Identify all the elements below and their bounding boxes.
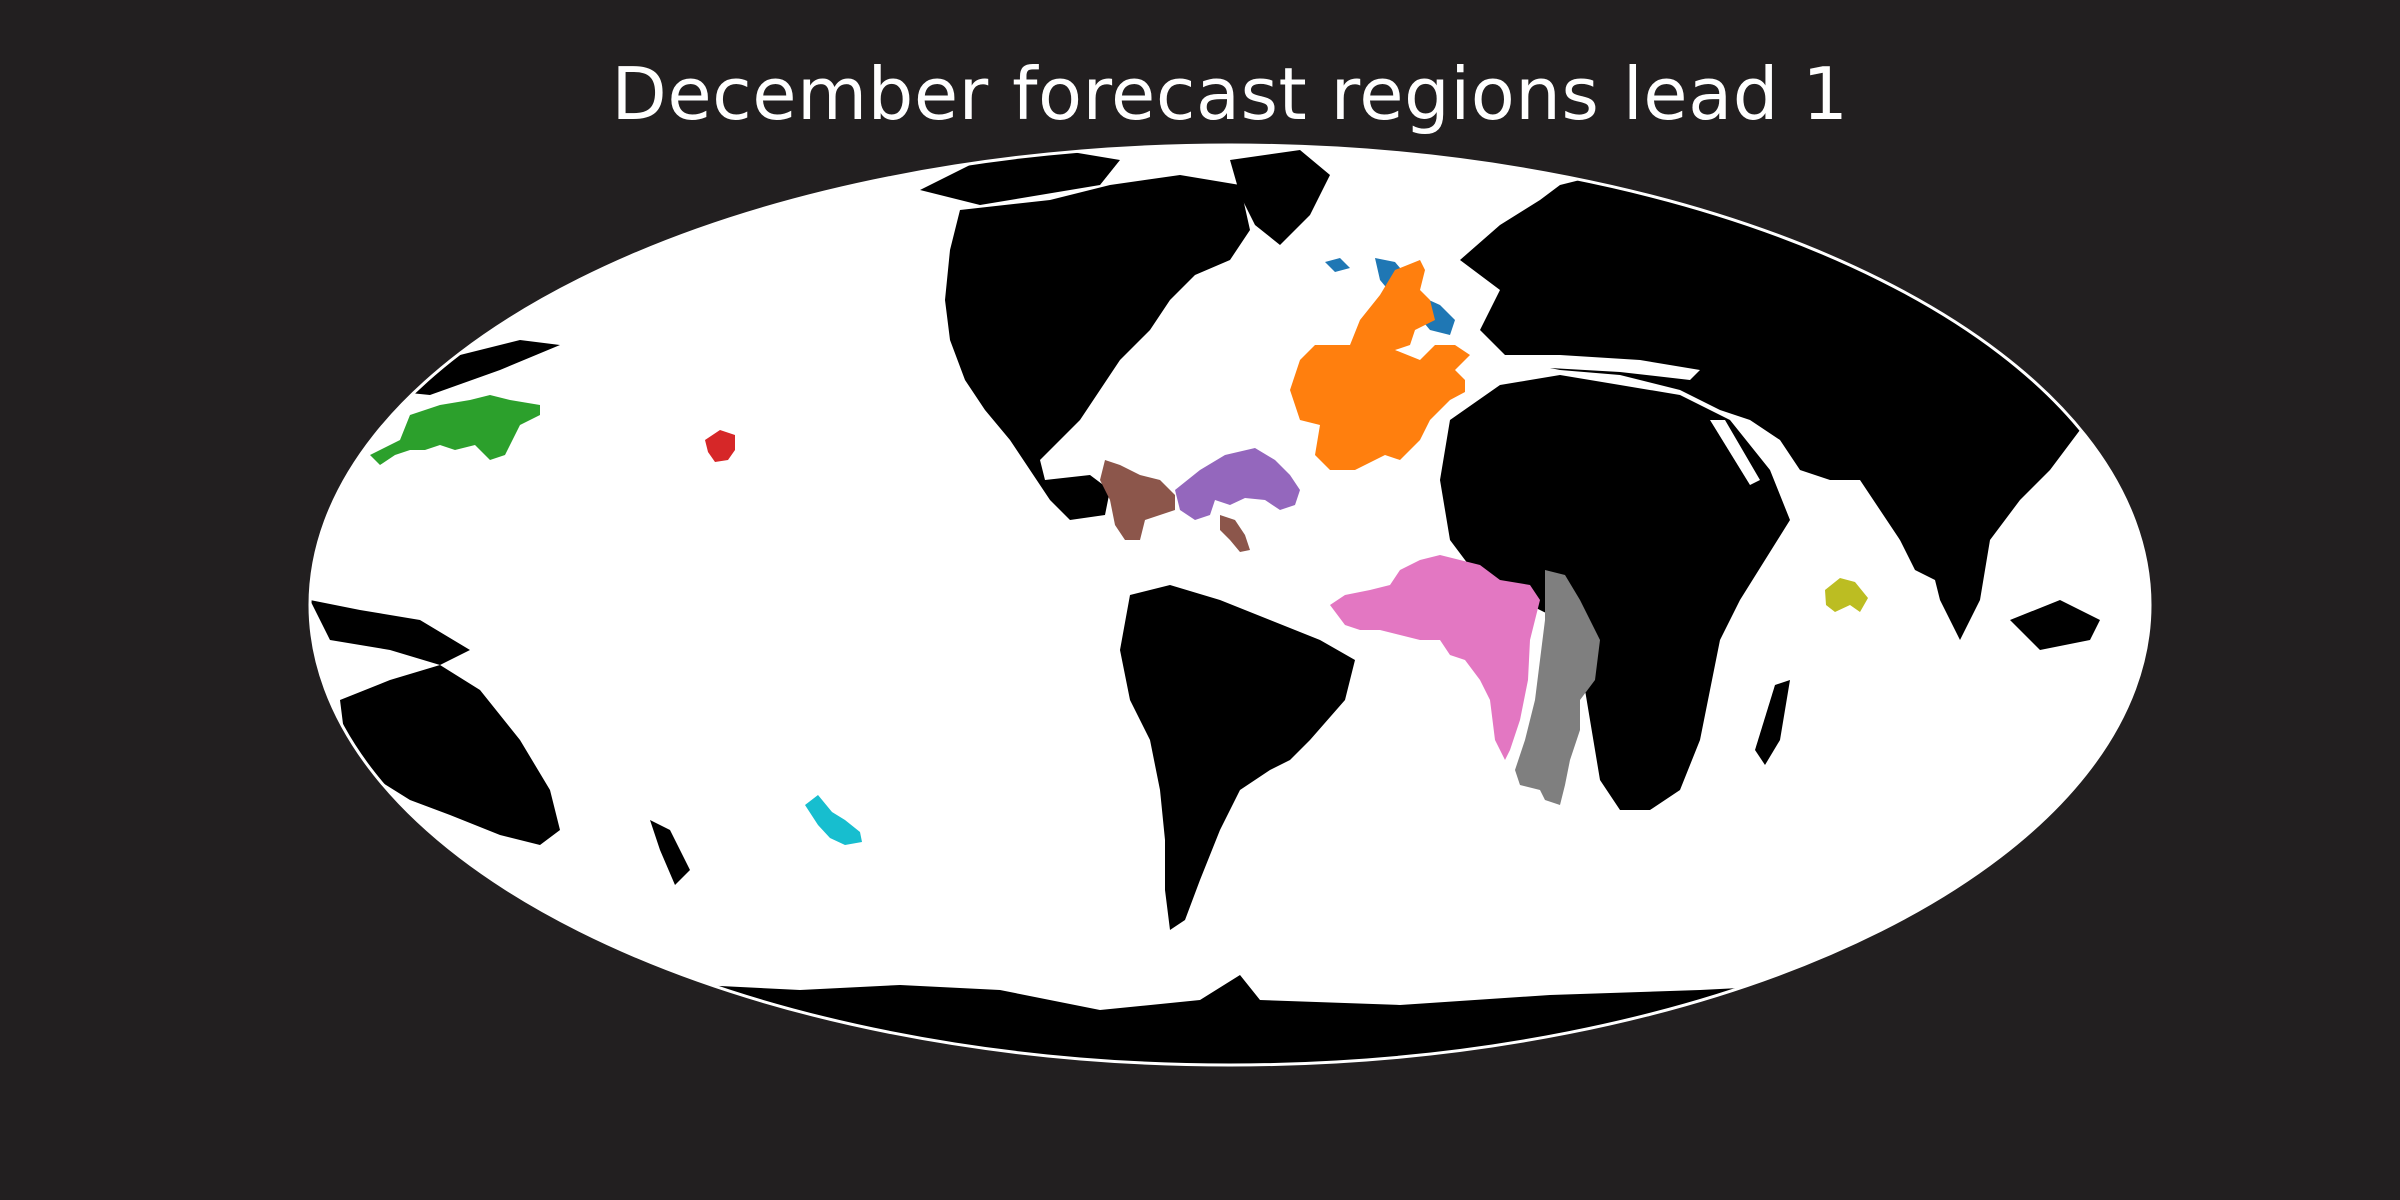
map-title: December forecast regions lead 1 <box>611 52 1849 136</box>
landmass-east-asia-wrap <box>310 600 470 665</box>
landmass-arctic-canada <box>920 150 1120 205</box>
landmass-india <box>1880 480 1960 580</box>
region-north-pacific-west <box>370 395 540 465</box>
region-south-pacific <box>805 795 862 845</box>
landmass-africa <box>1440 375 1790 810</box>
region-indian-ocean <box>1825 578 1868 612</box>
region-tropical-south-atlantic <box>1330 555 1540 760</box>
landmass-new-zealand <box>650 820 690 885</box>
landmass-madagascar <box>1755 680 1790 765</box>
landmass-australia <box>340 665 560 845</box>
forecast-regions <box>370 258 1868 845</box>
region-north-atlantic-subtropical <box>1290 260 1470 470</box>
region-south-atlantic-east <box>1515 570 1600 805</box>
region-north-pacific-central <box>705 430 735 462</box>
landmass-south-america <box>1120 585 1355 930</box>
sea-red-sea <box>1710 420 1760 485</box>
landmass-north-america <box>945 175 1250 520</box>
globe-border <box>308 143 2152 1067</box>
region-tropical-atlantic-west <box>1175 448 1300 520</box>
sea-mediterranean <box>1480 355 1700 380</box>
landmass-indonesia <box>2010 600 2100 650</box>
landmass-greenland <box>1230 150 1330 245</box>
region-caribbean <box>1100 460 1250 552</box>
